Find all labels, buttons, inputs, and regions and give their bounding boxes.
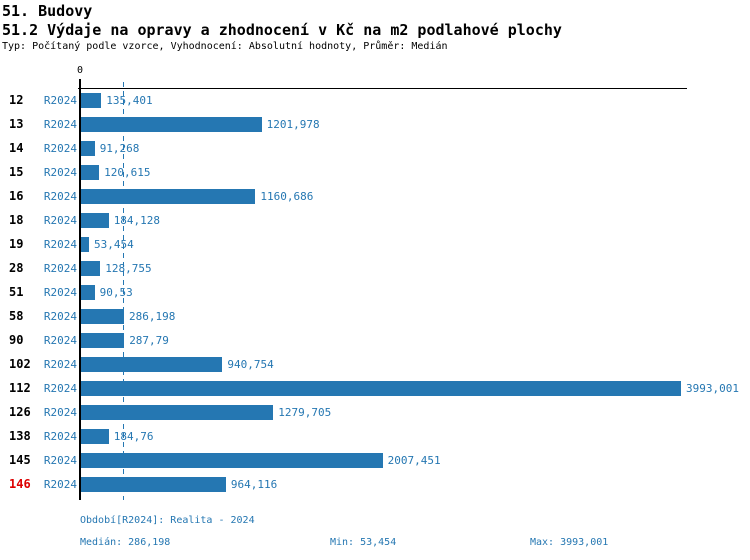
row-label-19: 19 bbox=[9, 237, 24, 251]
row-label-58: 58 bbox=[9, 309, 24, 323]
footer-min: Min: 53,454 bbox=[330, 537, 397, 548]
row-label-102: 102 bbox=[9, 357, 31, 371]
bar-102 bbox=[81, 357, 223, 372]
row-label-90: 90 bbox=[9, 333, 24, 347]
footer-median: Medián: 286,198 bbox=[80, 537, 171, 548]
bar-112 bbox=[81, 381, 681, 396]
bar-145 bbox=[81, 453, 383, 468]
row-label-51: 51 bbox=[9, 285, 24, 299]
bar-value-16: 1160,686 bbox=[260, 190, 314, 203]
row-label-146: 146 bbox=[9, 477, 31, 491]
bar-value-90: 287,79 bbox=[129, 334, 169, 347]
row-label-112: 112 bbox=[9, 381, 31, 395]
bar-value-14: 91,268 bbox=[99, 142, 140, 155]
chart-subtitle: 51.2 Výdaje na opravy a zhodnocení v Kč … bbox=[2, 21, 562, 39]
row-series-51: R2024 bbox=[43, 286, 77, 299]
row-series-12: R2024 bbox=[43, 94, 77, 107]
footer-max: Max: 3993,001 bbox=[530, 537, 609, 548]
bar-value-12: 135,401 bbox=[106, 94, 153, 107]
bar-18 bbox=[81, 213, 109, 228]
axis-zero-label: 0 bbox=[76, 65, 84, 76]
bar-14 bbox=[81, 141, 95, 156]
bar-value-28: 128,755 bbox=[105, 262, 152, 275]
row-label-28: 28 bbox=[9, 261, 24, 275]
row-label-13: 13 bbox=[9, 117, 24, 131]
row-series-18: R2024 bbox=[43, 214, 77, 227]
row-label-145: 145 bbox=[9, 453, 31, 467]
median-line bbox=[123, 82, 124, 500]
bar-146 bbox=[81, 477, 226, 492]
row-series-102: R2024 bbox=[43, 358, 77, 371]
row-label-138: 138 bbox=[9, 429, 31, 443]
row-series-28: R2024 bbox=[43, 262, 77, 275]
row-label-126: 126 bbox=[9, 405, 31, 419]
bar-value-146: 964,116 bbox=[230, 478, 278, 491]
row-series-19: R2024 bbox=[43, 238, 77, 251]
bar-12 bbox=[81, 93, 102, 108]
bar-value-13: 1201,978 bbox=[266, 118, 320, 131]
row-series-145: R2024 bbox=[43, 454, 77, 467]
bar-138 bbox=[81, 429, 109, 444]
bar-16 bbox=[81, 189, 256, 204]
page-title: 51. Budovy bbox=[2, 2, 93, 20]
bar-58 bbox=[81, 309, 124, 324]
bar-15 bbox=[81, 165, 100, 180]
bar-value-18: 184,128 bbox=[113, 214, 161, 227]
row-series-14: R2024 bbox=[43, 142, 77, 155]
bar-value-145: 2007,451 bbox=[387, 454, 441, 467]
bar-value-102: 940,754 bbox=[227, 358, 274, 371]
chart-meta-line: Typ: Počítaný podle vzorce, Vyhodnocení:… bbox=[2, 41, 448, 52]
bar-value-15: 120,615 bbox=[104, 166, 151, 179]
row-series-16: R2024 bbox=[43, 190, 77, 203]
row-series-13: R2024 bbox=[43, 118, 77, 131]
y-axis-line bbox=[79, 79, 81, 500]
row-series-90: R2024 bbox=[43, 334, 77, 347]
row-label-14: 14 bbox=[9, 141, 24, 155]
row-series-15: R2024 bbox=[43, 166, 77, 179]
bar-13 bbox=[81, 117, 262, 132]
bar-51 bbox=[81, 285, 95, 300]
bar-value-138: 184,76 bbox=[113, 430, 154, 443]
row-series-146: R2024 bbox=[43, 478, 77, 491]
bar-126 bbox=[81, 405, 274, 420]
x-axis-line bbox=[78, 88, 687, 89]
row-label-18: 18 bbox=[9, 213, 24, 227]
row-label-12: 12 bbox=[9, 93, 24, 107]
bar-value-126: 1279,705 bbox=[278, 406, 332, 419]
row-series-112: R2024 bbox=[43, 382, 77, 395]
bar-value-51: 90,53 bbox=[99, 286, 133, 299]
bar-value-112: 3993,001 bbox=[686, 382, 739, 395]
footer-period: Období[R2024]: Realita - 2024 bbox=[80, 515, 255, 526]
row-series-138: R2024 bbox=[43, 430, 77, 443]
row-series-58: R2024 bbox=[43, 310, 77, 323]
row-series-126: R2024 bbox=[43, 406, 77, 419]
bar-value-58: 286,198 bbox=[129, 310, 176, 323]
row-label-15: 15 bbox=[9, 165, 24, 179]
row-label-16: 16 bbox=[9, 189, 24, 203]
bar-28 bbox=[81, 261, 101, 276]
bar-90 bbox=[81, 333, 125, 348]
bar-19 bbox=[81, 237, 89, 252]
bar-value-19: 53,454 bbox=[94, 238, 134, 251]
